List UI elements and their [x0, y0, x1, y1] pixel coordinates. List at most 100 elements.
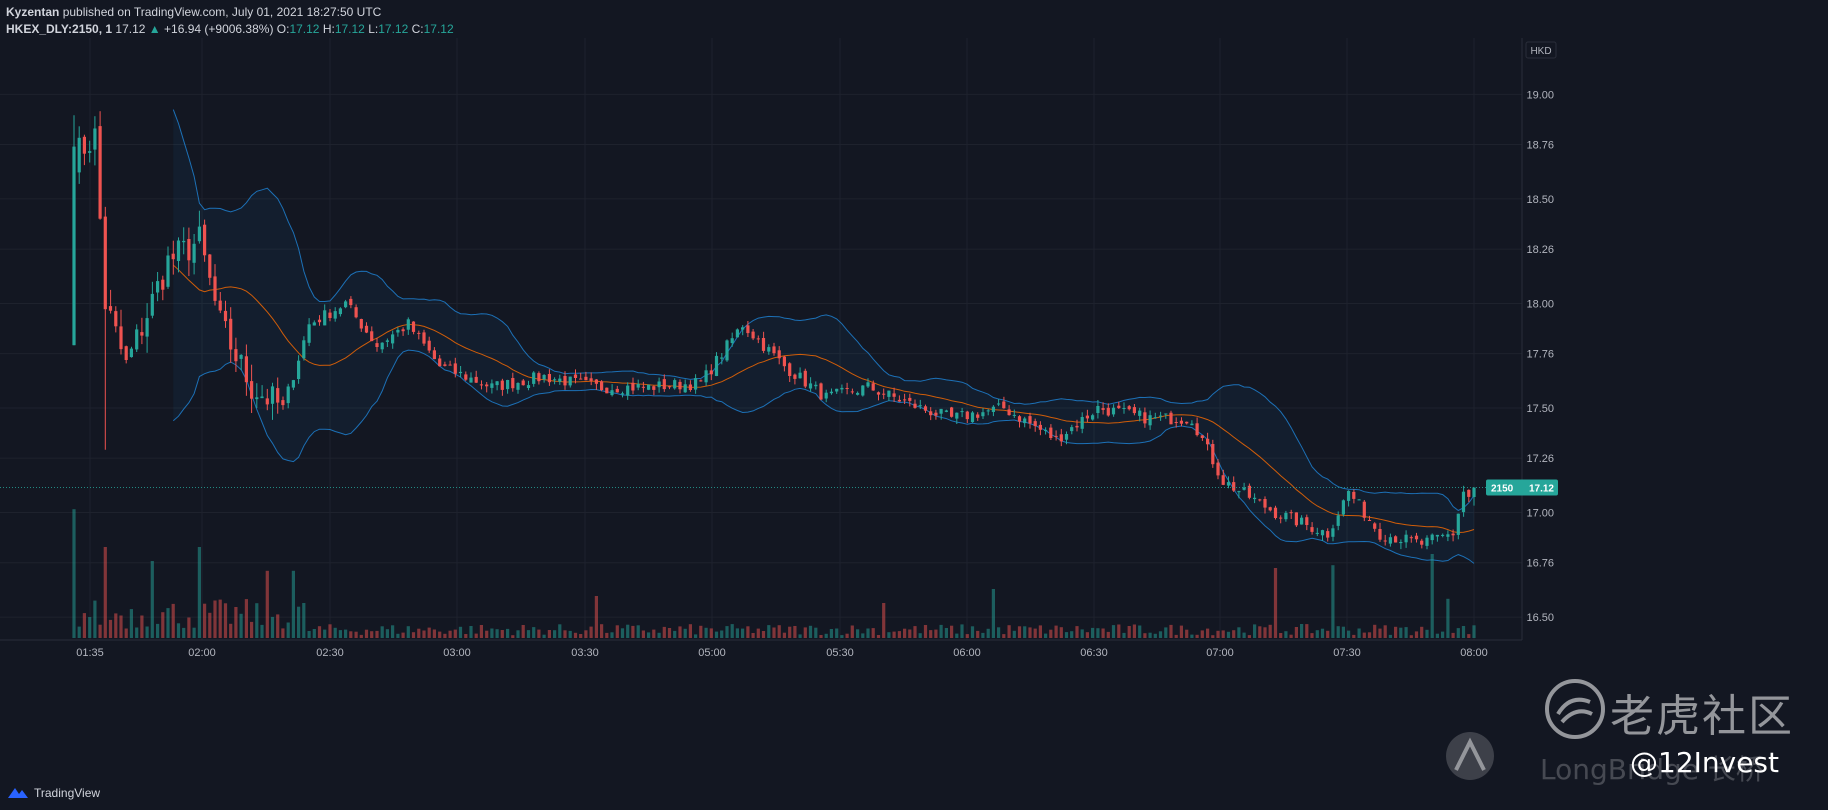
price-tick-label: 16.50 [1526, 612, 1554, 624]
volume-bar [1158, 631, 1163, 638]
candle-body [317, 319, 322, 323]
candle-body [965, 411, 969, 420]
candle-body [579, 378, 583, 380]
volume-bar [1352, 634, 1356, 638]
candle-body [422, 332, 426, 344]
candle-body [1273, 507, 1278, 518]
volume-bar [208, 612, 212, 638]
candle [1111, 404, 1116, 417]
volume-bar [526, 630, 531, 638]
candle [108, 289, 113, 314]
candle-body [166, 255, 170, 287]
volume-bar [448, 630, 452, 638]
candle [307, 318, 311, 347]
symbol-label[interactable]: HKEX_DLY:2150, 1 [6, 22, 113, 36]
price-chart[interactable]: 16.50 16.76 17.00 17.26 17.50 17.76 18.00 18.26… [0, 0, 1828, 780]
volume-bar [1399, 627, 1403, 638]
volume-bar [1414, 631, 1419, 638]
candle-body [1226, 482, 1231, 486]
volume-bar [129, 609, 133, 638]
price-tick-label: 16.76 [1526, 558, 1554, 570]
candle-body [887, 390, 891, 397]
candle [647, 384, 651, 391]
volume-bar [1430, 554, 1434, 638]
candle-body [704, 370, 708, 383]
candle [1268, 506, 1272, 512]
volume-bar [1038, 625, 1042, 638]
candle [1247, 483, 1251, 500]
candle-body [250, 381, 254, 399]
price-tick-label: 19.00 [1526, 89, 1554, 101]
volume-bar [302, 603, 306, 638]
volume-bar [1232, 630, 1236, 638]
candle [208, 254, 212, 286]
volume-bar [93, 600, 97, 638]
candle-body [380, 342, 384, 350]
candle-body [108, 306, 113, 311]
volume-bar [939, 624, 943, 638]
candle [1394, 535, 1398, 543]
candle-body [976, 414, 980, 418]
candle-body [103, 216, 107, 310]
candle [1033, 418, 1037, 432]
candle [725, 339, 729, 362]
candle-body [788, 363, 792, 376]
candle [432, 347, 436, 360]
candle-body [150, 293, 154, 316]
candle [1216, 459, 1220, 480]
candle [714, 352, 719, 377]
candle [521, 379, 525, 386]
volume-bar [187, 617, 191, 638]
volume-bar [1169, 624, 1173, 638]
candle [1441, 533, 1445, 538]
price-axis[interactable]: 16.50 16.76 17.00 17.26 17.50 17.76 18.00 18.26… [1526, 89, 1554, 624]
time-tick-label: 06:30 [1080, 647, 1108, 659]
candle [391, 330, 395, 349]
candle [265, 388, 269, 411]
candle [364, 322, 369, 334]
tradingview-brand[interactable]: TradingView [34, 786, 101, 800]
candle [965, 410, 969, 423]
currency-label: HKD [1530, 46, 1551, 57]
volume-bar [124, 628, 128, 638]
close-label: C: [411, 22, 424, 36]
volume-bar [145, 626, 149, 638]
volume-bar [573, 632, 578, 638]
candle-body [286, 386, 290, 404]
candle [495, 381, 499, 391]
candle [1388, 533, 1392, 547]
candle-body [197, 226, 201, 242]
volume-bar [197, 547, 201, 638]
current-price-label: 2150 17.12 [1486, 479, 1558, 496]
candle [772, 342, 776, 356]
candle [93, 116, 97, 166]
volume-bar [923, 625, 928, 638]
volume-bar [229, 623, 233, 638]
candle-body [803, 370, 807, 387]
volume-bar [1200, 630, 1204, 638]
candle [1044, 427, 1048, 435]
volume-bar [730, 624, 734, 638]
volume-bar [176, 623, 181, 638]
candle-body [1132, 407, 1136, 414]
bollinger-upper-line [172, 109, 1475, 512]
volume-bar [1028, 627, 1032, 638]
author-name[interactable]: Kyzentan [6, 5, 60, 19]
candle-body [772, 346, 776, 354]
candle-body [897, 399, 901, 402]
candle-body [798, 372, 802, 379]
tradingview-footer: TradingView [8, 783, 100, 803]
candle-body [532, 372, 536, 384]
candle-body [297, 360, 301, 379]
volume-bar [1331, 565, 1335, 638]
candle [1091, 413, 1095, 421]
candle-body [923, 406, 928, 411]
candle [182, 227, 186, 255]
volume-bar [1253, 624, 1257, 638]
time-axis[interactable]: 01:35 02:00 02:30 03:00 03:30 05:00 05:30 06:00… [76, 647, 1488, 659]
candle [1232, 476, 1236, 492]
candle [1430, 533, 1434, 545]
volume-bar [568, 630, 572, 638]
volume-bar [1148, 632, 1152, 638]
candle-body [997, 403, 1001, 405]
